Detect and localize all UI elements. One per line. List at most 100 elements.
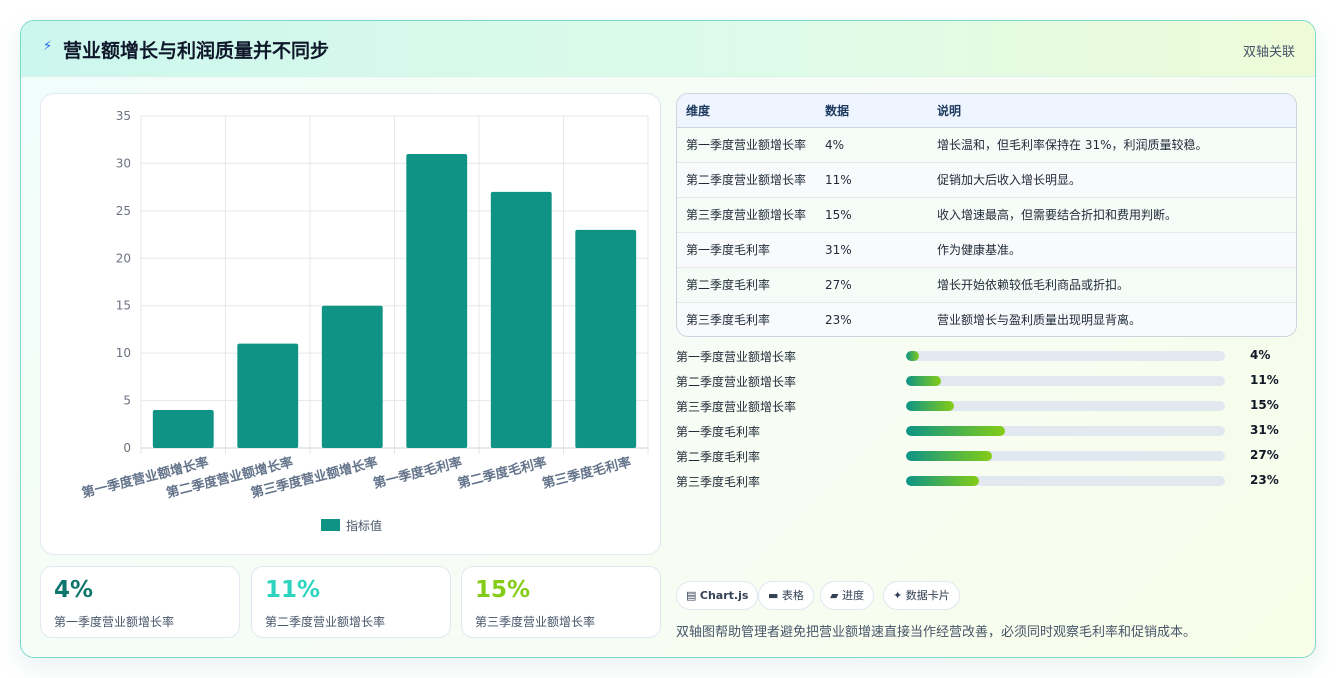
y-tick-label: 20 <box>116 251 131 265</box>
progress-fill <box>906 426 1005 436</box>
kpi-card-q2-revenue: 11% 第二季度营业额增长率 <box>251 566 451 638</box>
legend-label: 指标值 <box>346 518 382 533</box>
chip-data-card[interactable]: ✦ 数据卡片 <box>883 581 960 610</box>
table-cell: 第三季度营业额增长率 <box>686 208 807 222</box>
data-table: 维度 数据 说明 第一季度营业额增长率 4% 增长温和，但毛利率保持在 31%，… <box>676 93 1297 337</box>
bar <box>152 410 214 448</box>
kpi-value: 15% <box>475 577 531 603</box>
progress-fill <box>906 401 954 411</box>
table-cell: 营业额增长与盈利质量出现明显背离。 <box>937 313 1142 328</box>
progress-fill <box>906 476 980 486</box>
table-cell: 促销加大后收入增长明显。 <box>937 173 1082 187</box>
table-cell: 第一季度毛利率 <box>686 243 771 257</box>
kpi-card-q1-revenue: 4% 第一季度营业额增长率 <box>40 566 240 638</box>
bar <box>237 343 299 448</box>
progress-track <box>906 401 1225 411</box>
table-row: 第二季度毛利率 27% 增长开始依赖较低毛利商品或折扣。 <box>677 267 1296 302</box>
table-header-row: 维度 数据 说明 <box>677 94 1296 128</box>
bar <box>575 229 637 448</box>
progress-row: 第二季度毛利率 27% <box>676 448 1296 464</box>
progress-value: 15% <box>1250 398 1279 412</box>
chip-table[interactable]: ▬ 表格 <box>758 581 814 610</box>
table-row: 第三季度营业额增长率 15% 收入增速最高，但需要结合折扣和费用判断。 <box>677 197 1296 232</box>
bar <box>490 191 552 448</box>
table-header-note: 说明 <box>937 94 1296 128</box>
chip-label: 表格 <box>781 589 804 602</box>
chip-label: 进度 <box>841 589 864 602</box>
table-row: 第一季度毛利率 31% 作为健康基准。 <box>677 232 1296 267</box>
chip-progress[interactable]: ▰ 进度 <box>820 581 874 610</box>
kpi-card-q3-revenue: 15% 第三季度营业额增长率 <box>461 566 661 638</box>
bar <box>406 153 468 448</box>
progress-row: 第三季度营业额增长率 15% <box>676 398 1296 414</box>
table-cell: 收入增速最高，但需要结合折扣和费用判断。 <box>937 208 1178 222</box>
table-cell: 4% <box>825 137 845 152</box>
header-tag: 双轴关联 <box>1242 45 1295 60</box>
sparkle-icon: ✦ <box>893 589 903 602</box>
progress-row: 第二季度营业额增长率 11% <box>676 373 1296 389</box>
kpi-value: 11% <box>265 577 321 603</box>
table-cell: 27% <box>825 277 852 292</box>
progress-track <box>906 351 1225 361</box>
y-tick-label: 0 <box>123 441 131 455</box>
table-icon: ▬ <box>768 589 779 602</box>
progress-row: 第一季度毛利率 31% <box>676 423 1296 439</box>
chip-label: 数据卡片 <box>905 589 950 602</box>
progress-value: 31% <box>1250 423 1279 437</box>
page-title: 营业额增长与利润质量并不同步 <box>63 40 330 62</box>
bar-chart-panel: 0 5 10 15 20 25 30 35 第一季度营业额增长率 第二季度营业额增长率 第三季度营业… <box>40 93 661 555</box>
progress-label: 第一季度毛利率 <box>676 425 761 439</box>
table-cell: 增长温和，但毛利率保持在 31%，利润质量较稳。 <box>937 138 1208 152</box>
chart-icon: ▤ <box>686 589 697 602</box>
progress-label: 第一季度营业额增长率 <box>676 350 797 364</box>
progress-label: 第三季度营业额增长率 <box>676 400 797 414</box>
table-cell: 增长开始依赖较低毛利商品或折扣。 <box>937 278 1130 292</box>
kpi-label: 第二季度营业额增长率 <box>265 615 386 629</box>
progress-value: 11% <box>1250 373 1279 387</box>
y-tick-label: 25 <box>116 204 131 218</box>
progress-value: 27% <box>1250 448 1279 462</box>
card-header: ⚡ 营业额增长与利润质量并不同步 双轴关联 <box>21 21 1315 77</box>
table-cell: 第二季度毛利率 <box>686 278 771 292</box>
progress-row: 第三季度毛利率 23% <box>676 473 1296 489</box>
table-row: 第三季度毛利率 23% 营业额增长与盈利质量出现明显背离。 <box>677 302 1296 336</box>
kpi-label: 第一季度营业额增长率 <box>54 615 175 629</box>
table-row: 第二季度营业额增长率 11% 促销加大后收入增长明显。 <box>677 162 1296 197</box>
bar-chart: 05101520253035第一季度营业额增长率第二季度营业额增长率第三季度营业… <box>80 109 649 533</box>
chip-chartjs[interactable]: ▤ Chart.js <box>676 581 759 610</box>
table-cell: 15% <box>825 207 852 222</box>
dashboard-card: ⚡ 营业额增长与利润质量并不同步 双轴关联 0 5 10 15 20 25 30 35 第一季度… <box>20 20 1316 658</box>
progress-label: 第三季度毛利率 <box>676 475 761 489</box>
x-tick-label: 第二季度毛利率 <box>456 454 548 492</box>
table-cell: 第三季度毛利率 <box>686 313 771 328</box>
progress-track <box>906 451 1225 461</box>
table-cell: 31% <box>825 242 852 257</box>
kpi-label: 第三季度营业额增长率 <box>475 615 596 629</box>
progress-label: 第二季度毛利率 <box>676 450 761 464</box>
progress-fill <box>906 351 919 361</box>
progress-track <box>906 476 1225 486</box>
table-cell: 第二季度营业额增长率 <box>686 173 807 187</box>
bar <box>321 305 383 448</box>
table-cell: 23% <box>825 312 852 327</box>
progress-track <box>906 376 1225 386</box>
x-tick-label: 第一季度毛利率 <box>372 454 464 492</box>
table-row: 第一季度营业额增长率 4% 增长温和，但毛利率保持在 31%，利润质量较稳。 <box>677 127 1296 162</box>
y-tick-label: 35 <box>116 109 131 123</box>
progress-fill <box>906 376 942 386</box>
progress-track <box>906 426 1225 436</box>
progress-label: 第二季度营业额增长率 <box>676 375 797 389</box>
progress-value: 23% <box>1250 473 1279 487</box>
y-tick-label: 10 <box>116 346 131 360</box>
y-tick-label: 5 <box>123 394 131 408</box>
table-header-dimension: 维度 <box>677 94 825 128</box>
table-cell: 作为健康基准。 <box>937 243 1022 257</box>
table-cell: 第一季度营业额增长率 <box>686 138 807 152</box>
y-tick-label: 30 <box>116 156 131 170</box>
table-header-data: 数据 <box>825 94 937 128</box>
progress-row: 第一季度营业额增长率 4% <box>676 348 1296 364</box>
progress-value: 4% <box>1250 348 1271 362</box>
x-tick-label: 第三季度毛利率 <box>541 454 633 492</box>
progress-icon: ▰ <box>830 589 839 602</box>
kpi-value: 4% <box>54 577 94 603</box>
